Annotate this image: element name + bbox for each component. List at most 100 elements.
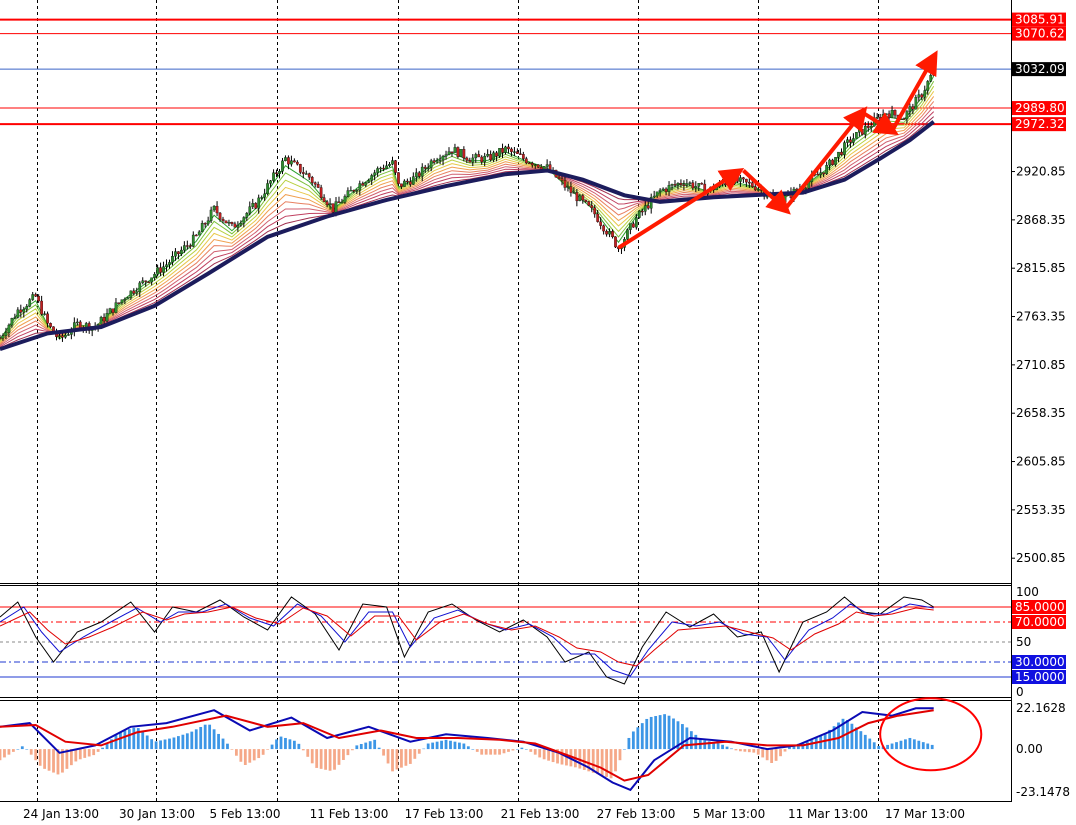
candle-body [414,172,418,177]
candle-body [480,156,484,163]
candle-body [890,110,894,118]
candle-body [804,188,808,190]
candle-body [4,332,8,336]
macd-histogram-bar [449,740,452,750]
macd-histogram-bar [498,749,501,755]
candle-body [385,165,388,169]
candle-body [13,317,17,319]
candle-body [159,267,162,273]
macd-histogram-bar [301,749,305,751]
candle-body [498,148,501,157]
candle-body [313,182,317,185]
candle-body [745,178,748,183]
macd-histogram-bar [694,734,698,750]
macd-histogram-bar [185,733,189,750]
price-tag-label: 3032.09 [1015,62,1065,76]
candle-body [649,196,653,209]
macd-histogram-bar [752,749,756,753]
candle-body [676,183,680,186]
macd-histogram-bar [605,749,608,777]
candle-body [325,201,329,206]
macd-histogram-bar [226,743,229,750]
candle-body [260,197,264,199]
macd-histogram-bar [654,716,658,750]
oscillator-tag-label: 15.0000 [1015,670,1065,684]
candle-body [902,118,906,120]
candle-body [932,68,936,76]
candle-body [358,183,362,191]
macd-histogram-bar [239,749,243,762]
macd-histogram-bar [440,740,443,750]
candle-body [191,234,195,247]
macd-histogram-bar [310,749,314,764]
oscillator-tag-label: 85.0000 [1015,600,1065,614]
candle-body [893,110,897,116]
macd-histogram-bar [895,742,898,750]
candle-body [911,106,915,110]
oscillator-tag-label: 30.0000 [1015,655,1065,669]
candle-body [391,160,394,165]
candle-body [557,176,561,179]
candle-body [147,281,151,283]
macd-histogram-bar [110,739,113,750]
panel-frames [0,0,1012,802]
candle-body [171,256,174,263]
macd-histogram-bar [765,749,769,761]
candle-body [495,152,498,157]
candle-body [126,297,130,300]
macd-histogram-bar [417,749,421,754]
candle-body [643,205,647,212]
macd-histogram-bar [154,741,158,750]
candle-body [670,184,674,186]
oscillator-tag-box [1012,615,1066,629]
x-tick-label: 30 Jan 13:00 [119,807,195,821]
candle-body [471,157,475,163]
candle-body [742,177,745,180]
macd-histogram-bar [489,749,493,755]
candle-body [504,146,507,153]
candle-body [287,157,290,165]
candle-body [929,75,933,82]
macd-histogram-bar [52,749,55,773]
macd-histogram-bar [16,749,20,750]
candle-body [492,152,495,161]
candle-body [510,148,513,152]
candle-body [566,186,570,188]
macd-histogram-bar [547,749,551,761]
candle-body [474,154,478,159]
macd-histogram-bar [275,739,278,750]
macd-histogram-bar [796,743,800,750]
macd-histogram-bar [123,730,127,750]
candle-body [28,299,32,307]
candle-body [828,159,831,166]
candle-body [661,188,665,191]
candle-body [123,298,127,301]
macd-histogram-bar [324,749,328,770]
macd-histogram-bar [770,749,774,763]
price-tick-label: 2815.85 [1016,261,1066,275]
candle-body [914,97,918,110]
macd-histogram-bar [739,749,742,752]
x-tick-label: 11 Feb 13:00 [310,807,389,821]
candle-body [691,182,695,189]
macd-histogram-bar [636,727,640,750]
macd-histogram-bar [315,749,319,768]
candle-body [0,337,2,340]
macd-histogram-bar [404,749,408,766]
macd-histogram-bar [328,749,332,771]
candle-body [596,213,600,222]
macd-histogram-bar [377,747,381,750]
macd-histogram-bar [342,749,345,760]
macd-histogram-bar [529,749,533,752]
candle-body [269,180,272,184]
macd-histogram-bar [257,749,261,759]
candle-body [685,183,689,186]
candle-body [263,193,266,198]
candle-body [411,176,415,185]
candle-body [242,217,246,224]
macd-histogram-bar [859,731,863,750]
candle-body [860,129,864,135]
candle-body [230,222,234,225]
candle-body [483,155,487,163]
macd-histogram-bar [373,739,377,750]
